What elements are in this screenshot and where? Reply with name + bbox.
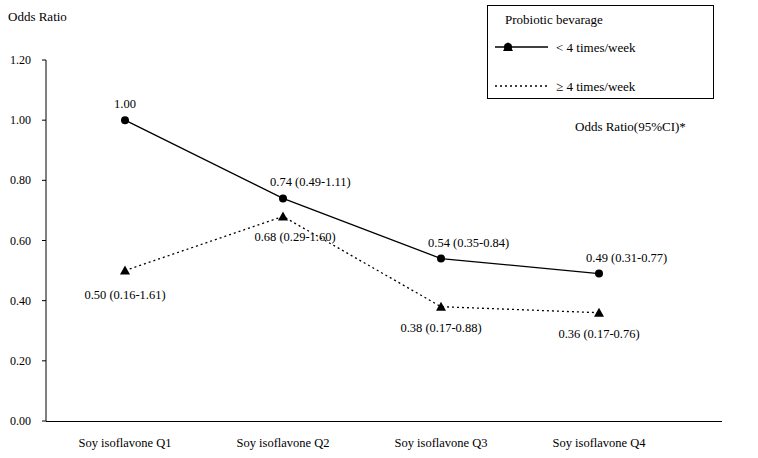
- y-tick-label: 0.40: [10, 294, 31, 308]
- legend-marker: [504, 43, 512, 51]
- y-tick-label: 1.00: [10, 113, 31, 127]
- annotation: Odds Ratio(95%CI)*: [575, 119, 686, 134]
- legend-marker: [503, 42, 513, 51]
- x-tick-label: Soy isoflavone Q2: [236, 436, 329, 450]
- data-label: 0.49 (0.31-0.77): [586, 251, 667, 265]
- marker: [437, 255, 445, 263]
- data-label: 0.68 (0.29-1.60): [254, 230, 335, 244]
- y-tick: [42, 300, 46, 301]
- data-label: 0.36 (0.17-0.76): [558, 327, 639, 341]
- legend-label: ≥ 4 times/week: [556, 79, 636, 94]
- legend-title: Probiotic bevarage: [505, 12, 603, 27]
- legend-line: [495, 46, 548, 47]
- legend-line: [495, 85, 548, 86]
- marker: [278, 211, 288, 220]
- marker: [595, 270, 603, 278]
- y-tick: [42, 120, 46, 121]
- chart: Odds Ratio 0.00 0.20 0.40 0.60 0.80 1.00 1.20 So…: [0, 0, 758, 458]
- y-tick-label: 0.80: [10, 173, 31, 187]
- y-tick-label: 1.20: [10, 53, 31, 67]
- legend-symbol: [504, 43, 512, 51]
- series-line: [125, 216, 599, 312]
- data-label: 0.50 (0.16-1.61): [84, 288, 165, 302]
- y-axis-label: Odds Ratio: [8, 9, 67, 24]
- data-label: 0.74 (0.49-1.11): [270, 175, 351, 189]
- y-tick-label: 0.00: [10, 414, 31, 428]
- legend-symbol: [503, 42, 513, 51]
- data-label: 0.54 (0.35-0.84): [428, 236, 509, 250]
- marker: [279, 194, 287, 202]
- data-label: 0.38 (0.17-0.88): [400, 321, 481, 335]
- legend-box: [488, 6, 714, 99]
- y-tick: [42, 421, 46, 422]
- y-tick: [42, 60, 46, 61]
- marker: [120, 266, 130, 275]
- series-line: [125, 120, 599, 273]
- y-tick-label: 0.20: [10, 354, 31, 368]
- y-tick: [42, 180, 46, 181]
- data-label: 1.00: [114, 97, 136, 111]
- y-tick-label: 0.60: [10, 234, 31, 248]
- plot-marks: [120, 116, 604, 317]
- marker: [121, 116, 129, 124]
- x-tick-label: Soy isoflavone Q1: [78, 436, 171, 450]
- y-tick: [42, 240, 46, 241]
- y-tick: [42, 360, 46, 361]
- x-tick-label: Soy isoflavone Q4: [552, 436, 646, 450]
- marker: [594, 308, 604, 317]
- legend-label: < 4 times/week: [556, 40, 636, 55]
- legend: Probiotic bevarage < 4 times/week ≥ 4 time…: [488, 6, 714, 99]
- marker: [436, 302, 446, 311]
- x-tick-label: Soy isoflavone Q3: [394, 436, 487, 450]
- x-axis-line: [46, 421, 722, 422]
